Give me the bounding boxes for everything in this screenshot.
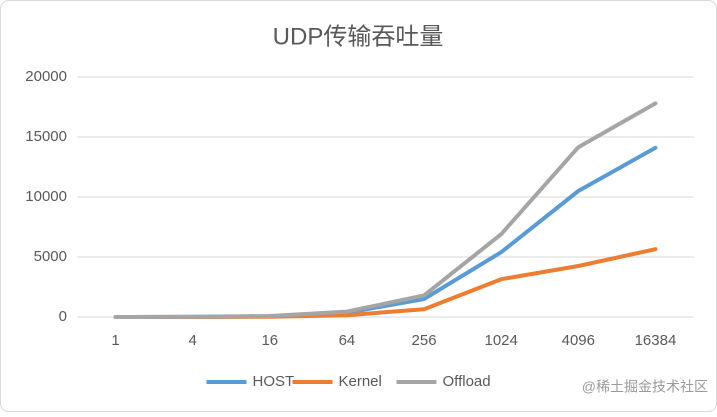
watermark: @稀土掘金技术社区 bbox=[582, 379, 708, 395]
x-tick-label: 1024 bbox=[485, 332, 518, 349]
x-tick-label: 64 bbox=[339, 332, 356, 349]
y-tick-label: 5000 bbox=[34, 248, 67, 265]
legend-label: Offload bbox=[443, 373, 491, 390]
x-tick-label: 4096 bbox=[562, 332, 595, 349]
y-tick-label: 20000 bbox=[25, 68, 67, 85]
legend-label: HOST bbox=[253, 373, 295, 390]
x-tick-label: 1 bbox=[111, 332, 119, 349]
x-tick-label: 16384 bbox=[635, 332, 677, 349]
legend-label: Kernel bbox=[339, 373, 382, 390]
chart-title: UDP传输吞吐量 bbox=[273, 23, 444, 50]
x-tick-label: 4 bbox=[189, 332, 197, 349]
y-tick-label: 15000 bbox=[25, 128, 67, 145]
y-tick-label: 10000 bbox=[25, 188, 67, 205]
series-line bbox=[113, 101, 658, 319]
x-tick-label: 16 bbox=[261, 332, 278, 349]
y-tick-label: 0 bbox=[59, 308, 67, 325]
x-tick-label: 256 bbox=[412, 332, 437, 349]
